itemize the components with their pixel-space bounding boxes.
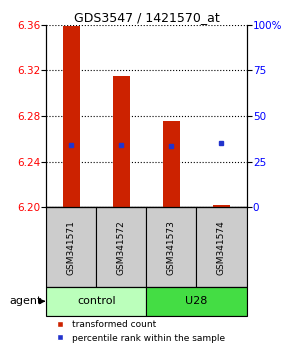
Bar <box>146 287 246 315</box>
Text: GSM341572: GSM341572 <box>117 220 126 274</box>
Text: control: control <box>77 296 116 306</box>
Bar <box>163 121 180 207</box>
Text: U28: U28 <box>185 296 208 306</box>
Bar <box>63 26 80 207</box>
Legend: transformed count, percentile rank within the sample: transformed count, percentile rank withi… <box>51 320 225 343</box>
Text: GSM341573: GSM341573 <box>167 220 176 275</box>
Bar <box>46 207 96 287</box>
Bar <box>213 205 230 207</box>
Bar <box>46 287 146 315</box>
Title: GDS3547 / 1421570_at: GDS3547 / 1421570_at <box>74 11 219 24</box>
Bar <box>96 207 146 287</box>
Text: agent: agent <box>9 296 41 306</box>
Bar <box>197 207 246 287</box>
Text: GSM341574: GSM341574 <box>217 220 226 274</box>
Bar <box>146 207 197 287</box>
Bar <box>113 76 130 207</box>
Text: GSM341571: GSM341571 <box>67 220 76 275</box>
